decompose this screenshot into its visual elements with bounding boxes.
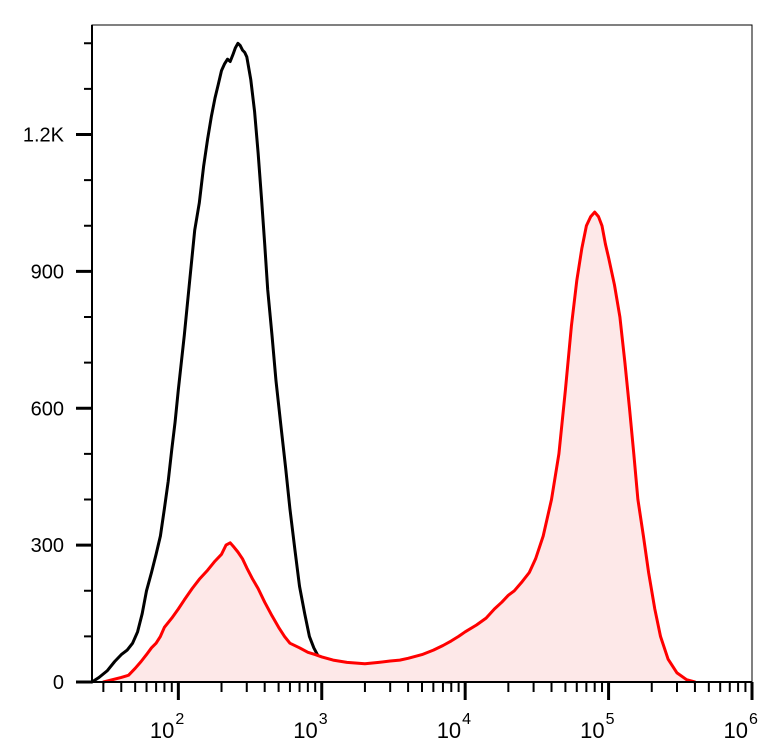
x-tick-label-base: 10 bbox=[580, 718, 604, 743]
x-tick-label-base: 10 bbox=[150, 718, 174, 743]
series-2-area bbox=[103, 212, 695, 682]
x-tick-label-exponent: 6 bbox=[749, 711, 758, 728]
y-tick-label: 0 bbox=[53, 672, 64, 694]
x-tick-label-base: 10 bbox=[724, 718, 748, 743]
y-tick-label: 600 bbox=[31, 398, 64, 420]
x-tick-label-exponent: 5 bbox=[606, 711, 615, 728]
x-tick-label-exponent: 3 bbox=[319, 711, 328, 728]
x-tick-label-exponent: 4 bbox=[462, 711, 471, 728]
y-tick-label: 1.2K bbox=[23, 125, 65, 147]
y-tick-label: 900 bbox=[31, 261, 64, 283]
series-2-line bbox=[101, 210, 697, 684]
x-tick-label-base: 10 bbox=[293, 718, 317, 743]
plot-frame bbox=[91, 24, 753, 683]
y-tick-label: 300 bbox=[31, 535, 64, 557]
x-tick-label-exponent: 2 bbox=[175, 711, 184, 728]
x-tick-label-base: 10 bbox=[437, 718, 461, 743]
